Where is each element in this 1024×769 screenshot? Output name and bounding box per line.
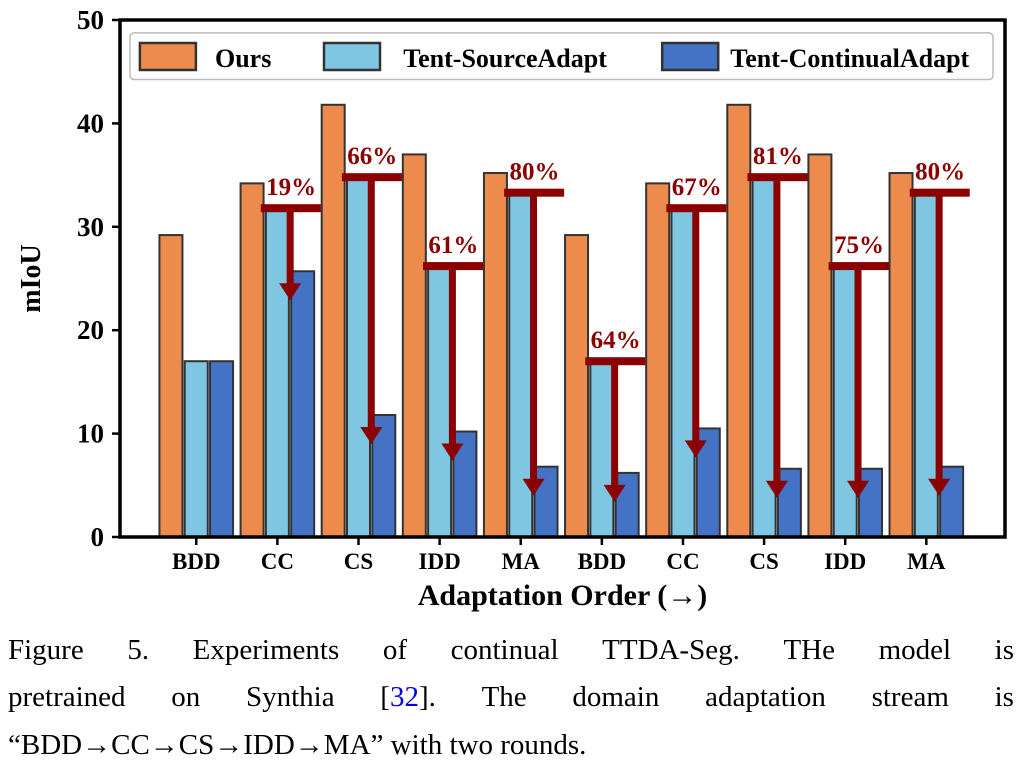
svg-text:Adaptation Order (→): Adaptation Order (→) <box>418 579 707 612</box>
svg-text:67%: 67% <box>672 174 722 201</box>
svg-text:30: 30 <box>77 212 104 242</box>
svg-text:20: 20 <box>77 315 104 345</box>
svg-text:CS: CS <box>749 549 778 574</box>
svg-text:BDD: BDD <box>172 549 221 574</box>
svg-text:Tent-SourceAdapt: Tent-SourceAdapt <box>403 44 607 73</box>
svg-text:80%: 80% <box>915 159 965 186</box>
svg-text:mIoU: mIoU <box>16 244 47 312</box>
svg-text:Ours: Ours <box>215 44 271 73</box>
svg-text:IDD: IDD <box>419 549 461 574</box>
svg-text:Tent-ContinualAdapt: Tent-ContinualAdapt <box>730 44 969 73</box>
svg-text:19%: 19% <box>266 174 316 201</box>
svg-text:0: 0 <box>91 522 105 552</box>
svg-text:80%: 80% <box>510 159 560 186</box>
svg-text:MA: MA <box>502 549 541 574</box>
svg-text:10: 10 <box>77 419 104 449</box>
svg-text:66%: 66% <box>347 143 397 170</box>
svg-text:75%: 75% <box>834 232 884 259</box>
svg-text:BDD: BDD <box>578 549 627 574</box>
svg-text:40: 40 <box>77 108 104 138</box>
svg-text:CS: CS <box>344 549 373 574</box>
svg-text:64%: 64% <box>591 327 641 354</box>
svg-text:CC: CC <box>666 549 699 574</box>
svg-text:81%: 81% <box>753 143 803 170</box>
svg-text:MA: MA <box>907 549 946 574</box>
svg-text:IDD: IDD <box>824 549 866 574</box>
svg-text:50: 50 <box>77 5 104 35</box>
svg-text:61%: 61% <box>428 232 478 259</box>
svg-text:CC: CC <box>261 549 294 574</box>
